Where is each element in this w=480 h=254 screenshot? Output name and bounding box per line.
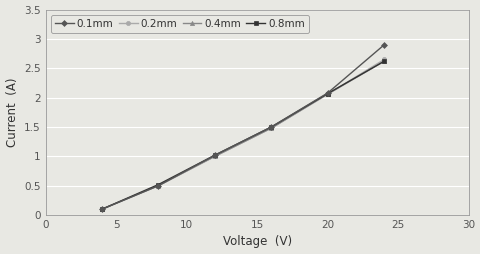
0.1mm — [99, 208, 105, 211]
Line: 0.8mm: 0.8mm — [100, 59, 385, 211]
0.2mm — [381, 58, 386, 61]
0.1mm — [155, 184, 161, 187]
0.2mm — [212, 155, 217, 158]
0.2mm — [268, 126, 274, 130]
0.8mm — [99, 208, 105, 211]
0.4mm — [99, 208, 105, 211]
0.4mm — [155, 184, 161, 187]
0.2mm — [155, 184, 161, 187]
0.4mm — [381, 60, 386, 63]
0.2mm — [324, 92, 330, 96]
0.1mm — [381, 43, 386, 46]
0.8mm — [212, 154, 217, 157]
0.1mm — [212, 154, 217, 157]
0.1mm — [324, 91, 330, 94]
0.4mm — [268, 126, 274, 130]
0.8mm — [381, 60, 386, 63]
Line: 0.4mm: 0.4mm — [100, 59, 385, 211]
X-axis label: Voltage  (V): Voltage (V) — [222, 235, 291, 248]
0.8mm — [324, 92, 330, 95]
0.8mm — [155, 183, 161, 186]
0.4mm — [212, 155, 217, 158]
0.8mm — [268, 125, 274, 129]
Legend: 0.1mm, 0.2mm, 0.4mm, 0.8mm: 0.1mm, 0.2mm, 0.4mm, 0.8mm — [51, 15, 309, 33]
0.1mm — [268, 125, 274, 129]
0.2mm — [99, 208, 105, 211]
0.4mm — [324, 92, 330, 96]
Y-axis label: Current  (A): Current (A) — [6, 77, 19, 147]
Line: 0.1mm: 0.1mm — [100, 43, 385, 211]
Line: 0.2mm: 0.2mm — [100, 57, 385, 211]
